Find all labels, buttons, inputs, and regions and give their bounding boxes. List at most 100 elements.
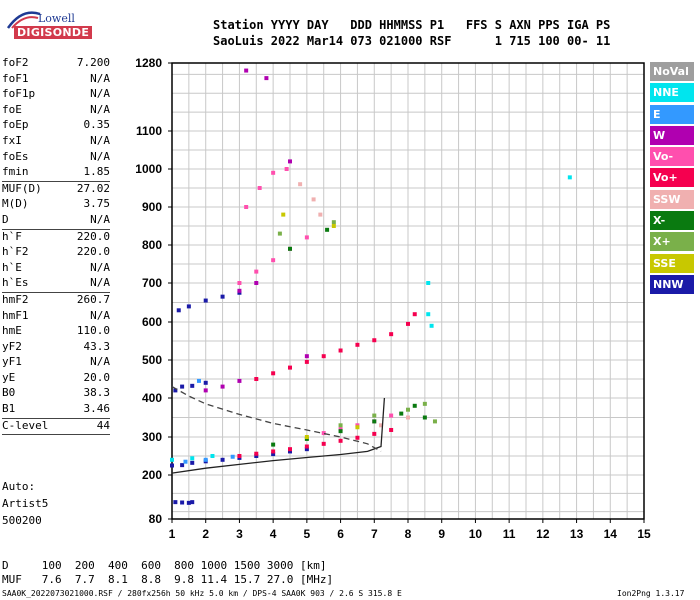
echo-point-vo- (271, 449, 276, 454)
param-value: 3.75 (83, 197, 111, 211)
echo-point-vo- (389, 413, 394, 418)
param-key: yF1 (2, 355, 22, 369)
echo-point-x- (338, 429, 343, 434)
param-key: hmF1 (2, 308, 29, 322)
param-row: h`F2 220.0 (2, 245, 110, 261)
param-row: hmE 110.0 (2, 324, 110, 340)
param-key: C-level (2, 418, 49, 432)
echo-point-nnw (170, 463, 174, 468)
artist-label: Artist5 (2, 497, 49, 510)
param-value: N/A (90, 87, 110, 101)
echo-point-vo- (254, 377, 259, 381)
echo-point-nnw (180, 384, 185, 389)
y-tick-label: 900 (142, 200, 162, 214)
echo-point-e (196, 378, 201, 383)
param-row: fxI N/A (2, 134, 110, 150)
param-value: 44 (96, 418, 110, 432)
legend-item: NNE (650, 83, 694, 103)
echo-point-nne (426, 312, 431, 317)
param-row: fmin 1.85 (2, 165, 110, 181)
y-tick-label: 1280 (135, 56, 162, 70)
param-row: foEp 0.35 (2, 118, 110, 134)
param-row: foF1 N/A (2, 72, 110, 88)
echo-point-nnw (176, 308, 181, 313)
legend-item: NNW (650, 274, 694, 294)
param-value: N/A (90, 276, 110, 290)
param-key: h`F (2, 229, 22, 243)
param-separator (2, 417, 110, 419)
echo-point-ssw (298, 182, 303, 187)
echo-point-nne (426, 281, 431, 285)
echo-point-x- (422, 415, 427, 420)
echo-point-x- (338, 423, 343, 428)
logo-arc-icon (6, 11, 41, 29)
echo-point-nnw (220, 294, 225, 299)
echo-point-vo- (321, 441, 326, 446)
param-key: foEs (2, 149, 29, 163)
param-separator (2, 434, 110, 436)
param-value: N/A (90, 102, 110, 116)
param-row: yF1 N/A (2, 355, 110, 371)
echo-point-vo- (271, 258, 276, 263)
param-value: 0.35 (83, 118, 111, 132)
param-key: foF1p (2, 87, 36, 101)
echo-point-nnw (186, 500, 191, 505)
echo-point-e (183, 459, 188, 464)
echo-point-x- (372, 419, 377, 424)
param-value: N/A (90, 133, 110, 147)
param-row: hmF2 260.7 (2, 293, 110, 309)
echo-point-vo- (355, 435, 360, 440)
chart-grid (171, 62, 645, 520)
echo-point-vo- (321, 431, 326, 436)
x-tick-label: 9 (438, 527, 445, 541)
echo-point-sse (331, 224, 336, 228)
echo-point-nnw (203, 380, 208, 385)
lowell-digisonde-logo: Lowell DIGISONDE (2, 4, 93, 40)
echo-point-x- (372, 413, 377, 418)
param-key: h`Es (2, 276, 29, 290)
legend-item: E (650, 104, 694, 124)
echo-point-sse (355, 425, 360, 430)
echo-point-e (230, 454, 235, 459)
param-row: h`E N/A (2, 261, 110, 277)
echo-point-w (304, 354, 309, 359)
y-tick-label: 80 (149, 512, 163, 526)
param-separator (2, 291, 110, 293)
muf-frequency-row: MUF 7.6 7.7 8.1 8.8 9.8 11.4 15.7 27.0 [… (2, 573, 334, 586)
param-row: hmF1 N/A (2, 309, 110, 325)
param-key: D (2, 212, 9, 226)
echo-point-vo- (412, 312, 417, 317)
echo-point-nnw (304, 447, 309, 452)
echo-point-x- (325, 227, 330, 232)
param-row: yF2 43.3 (2, 340, 110, 356)
echo-point-nnw (271, 452, 276, 457)
echo-point-nne (190, 456, 195, 461)
echo-point-ssw (406, 415, 410, 420)
y-tick-label: 1000 (135, 162, 162, 176)
x-tick-label: 13 (570, 527, 584, 541)
chart-marks (170, 68, 572, 505)
echo-point-nnw (186, 304, 191, 309)
legend-item: SSW (650, 189, 694, 209)
echo-point-x- (331, 220, 336, 225)
echo-point-vo- (284, 167, 289, 171)
echo-point-vo- (389, 332, 394, 337)
echo-point-x- (422, 401, 427, 406)
x-tick-label: 11 (503, 527, 516, 541)
param-key: foE (2, 102, 22, 116)
param-value: N/A (90, 308, 110, 322)
echo-point-vo- (338, 348, 343, 353)
echo-point-w (220, 384, 225, 389)
param-key: foEp (2, 118, 29, 132)
header-line-2: SaoLuis 2022 Mar14 073 021000 RSF 1 715 … (213, 34, 611, 48)
param-row: MUF(D) 27.02 (2, 182, 110, 198)
param-value: 1.85 (83, 165, 111, 179)
echo-point-nnw (190, 383, 195, 388)
param-row: foEs N/A (2, 150, 110, 166)
x-tick-label: 3 (236, 527, 243, 541)
echo-point-vo- (271, 170, 276, 175)
param-row: h`F 220.0 (2, 230, 110, 246)
logo-top-text: Lowell (38, 12, 75, 25)
param-value: 3.46 (83, 402, 111, 416)
param-key: hmF2 (2, 292, 29, 306)
